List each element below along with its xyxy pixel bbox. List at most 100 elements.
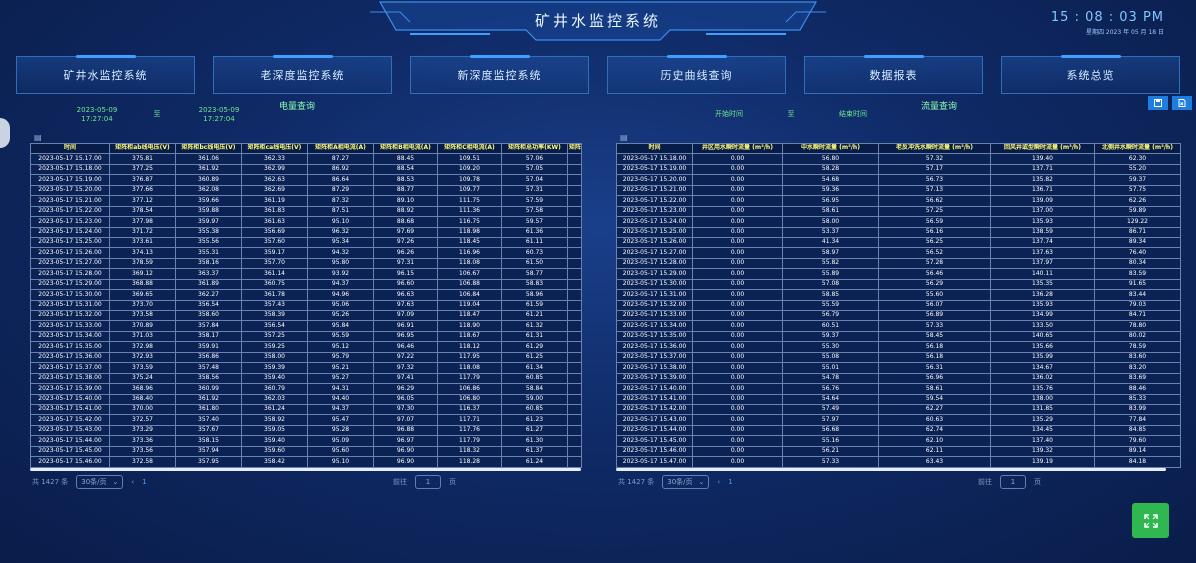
right-table-row[interactable]: 2023-05-17 15.32.00 0.00 55.59 56.07 135.93 7… xyxy=(616,299,1181,312)
right-header-cell[interactable]: 时间 xyxy=(616,142,693,155)
left-horizontal-scrollbar[interactable] xyxy=(30,468,581,471)
left-table-row[interactable]: 2023-05-17 15.34.00 371.03 358.17 357.25 95.… xyxy=(30,330,582,343)
left-table-row[interactable]: 2023-05-17 15.22.00 378.54 359.88 361.83 87.… xyxy=(30,205,582,218)
left-page-number[interactable]: 1 xyxy=(142,478,147,486)
right-table-row[interactable]: 2023-05-17 15.31.00 0.00 58.85 55.60 136.28 8… xyxy=(616,289,1181,301)
left-header-cell[interactable]: 矩阵柜ab线电压(V) xyxy=(109,142,176,155)
left-table-row[interactable]: 2023-05-17 15.24.00 371.72 355.38 356.69 96.… xyxy=(30,226,582,238)
right-table-row[interactable]: 2023-05-17 15.33.00 0.00 56.79 56.89 134.99 8… xyxy=(616,309,1181,322)
right-table-row[interactable]: 2023-05-17 15.42.00 0.00 57.49 62.27 131.85 8… xyxy=(616,403,1181,416)
left-table-row[interactable]: 2023-05-17 15.39.00 368.96 360.99 360.79 94.… xyxy=(30,383,582,395)
right-table-row[interactable]: 2023-05-17 15.27.00 0.00 58.97 56.52 137.63 7… xyxy=(616,247,1181,259)
left-table-row[interactable]: 2023-05-17 15.44.00 373.36 358.15 359.40 95.… xyxy=(30,435,582,447)
left-table-row[interactable]: 2023-05-17 15.31.00 373.70 356.54 357.43 95.… xyxy=(30,299,582,312)
left-header-cell[interactable]: 矩阵柜A相电流(A) xyxy=(307,142,374,155)
left-table-row[interactable]: 2023-05-17 15.43.00 373.29 357.67 359.05 95.… xyxy=(30,424,582,437)
right-table-row[interactable]: 2023-05-17 15.18.00 0.00 56.80 57.32 139.40 6… xyxy=(616,153,1181,165)
right-table-toolbar-icon[interactable]: ▤ xyxy=(620,133,628,142)
left-table-row[interactable]: 2023-05-17 15.37.00 373.59 357.48 359.39 95.… xyxy=(30,362,582,374)
nav-history-curve[interactable]: 历史曲线查询 xyxy=(607,55,786,94)
right-table-row[interactable]: 2023-05-17 15.34.00 0.00 60.51 57.33 133.50 7… xyxy=(616,320,1181,332)
right-page-number[interactable]: 1 xyxy=(728,478,733,486)
left-table-row[interactable]: 2023-05-17 15.33.00 370.89 357.84 356.54 95.… xyxy=(30,320,582,332)
left-prev-page-button[interactable]: ‹ xyxy=(131,478,135,486)
left-table-row[interactable]: 2023-05-17 15.17.00 375.81 361.06 362.33 87.… xyxy=(30,153,582,165)
right-table-row[interactable]: 2023-05-17 15.47.00 0.00 57.33 63.43 139.19 8… xyxy=(616,456,1181,468)
right-table-row[interactable]: 2023-05-17 15.20.00 0.00 54.68 56.73 135.82 5… xyxy=(616,174,1181,186)
left-table-row[interactable]: 2023-05-17 15.38.00 375.24 358.56 359.40 95.… xyxy=(30,372,582,385)
right-table-row[interactable]: 2023-05-17 15.43.00 0.00 57.97 60.63 135.29 7… xyxy=(616,414,1181,426)
right-header-cell[interactable]: 中水瞬时流量 (m³/h) xyxy=(782,142,879,155)
right-table-row[interactable]: 2023-05-17 15.21.00 0.00 59.36 57.13 136.71 5… xyxy=(616,184,1181,197)
right-prev-page-button[interactable]: ‹ xyxy=(717,478,721,486)
left-header-cell[interactable]: 时间 xyxy=(30,142,110,155)
left-table-row[interactable]: 2023-05-17 15.32.00 373.58 358.60 358.39 95.… xyxy=(30,309,582,322)
right-end-label[interactable]: 结束时间 xyxy=(839,110,867,118)
nav-new-depth[interactable]: 新深度监控系统 xyxy=(410,55,589,94)
right-table-row[interactable]: 2023-05-17 15.37.00 0.00 55.08 56.18 135.99 8… xyxy=(616,351,1181,364)
excel-export-button[interactable] xyxy=(1172,96,1192,110)
left-table-row[interactable]: 2023-05-17 15.42.00 372.57 357.40 358.92 95.… xyxy=(30,414,582,426)
left-table-toolbar-icon[interactable]: ▤ xyxy=(34,133,42,142)
right-table-row[interactable]: 2023-05-17 15.30.00 0.00 57.08 56.29 135.35 9… xyxy=(616,278,1181,291)
left-header-cell[interactable]: 矩阵柜 xyxy=(567,142,582,155)
left-table-row[interactable]: 2023-05-17 15.29.00 368.88 361.89 360.75 94.… xyxy=(30,278,582,291)
right-table-row[interactable]: 2023-05-17 15.26.00 0.00 41.34 56.25 137.74 8… xyxy=(616,236,1181,249)
nav-old-depth[interactable]: 老深度监控系统 xyxy=(213,55,392,94)
left-goto-input[interactable]: 1 xyxy=(415,475,441,489)
left-table-row[interactable]: 2023-05-17 15.35.00 372.98 359.91 359.25 95.… xyxy=(30,341,582,353)
left-table-row[interactable]: 2023-05-17 15.27.00 378.59 358.16 357.70 95.… xyxy=(30,257,582,270)
right-table-row[interactable]: 2023-05-17 15.40.00 0.00 56.76 58.61 135.76 8… xyxy=(616,383,1181,395)
left-page-size-select[interactable]: 30条/页 ⌄ xyxy=(76,475,124,489)
right-table-row[interactable]: 2023-05-17 15.28.00 0.00 55.82 57.28 137.97 8… xyxy=(616,257,1181,270)
right-table-row[interactable]: 2023-05-17 15.44.00 0.00 56.68 62.74 134.45 8… xyxy=(616,424,1181,437)
left-start-date[interactable]: 2023-05-09 17:27:04 xyxy=(76,106,118,123)
left-table-row[interactable]: 2023-05-17 15.20.00 377.66 362.08 362.69 87.… xyxy=(30,184,582,197)
left-table-row[interactable]: 2023-05-17 15.30.00 369.65 362.27 361.78 94.… xyxy=(30,289,582,301)
left-table-row[interactable]: 2023-05-17 15.28.00 369.12 363.37 361.14 93.… xyxy=(30,268,582,280)
right-header-cell[interactable]: 北侧井水瞬时流量 (m³/h) xyxy=(1094,142,1181,155)
fullscreen-button[interactable] xyxy=(1132,503,1169,538)
nav-overview[interactable]: 系统总览 xyxy=(1001,55,1180,94)
right-table-row[interactable]: 2023-05-17 15.35.00 0.00 59.37 58.45 140.65 8… xyxy=(616,330,1181,343)
left-table-row[interactable]: 2023-05-17 15.21.00 377.12 359.66 361.19 87.… xyxy=(30,195,582,207)
nav-data-report[interactable]: 数据报表 xyxy=(804,55,983,94)
right-table-row[interactable]: 2023-05-17 15.36.00 0.00 55.30 56.18 135.66 7… xyxy=(616,341,1181,353)
right-goto-input[interactable]: 1 xyxy=(1000,475,1026,489)
save-button[interactable] xyxy=(1148,96,1168,110)
right-table-row[interactable]: 2023-05-17 15.23.00 0.00 58.61 57.25 137.00 5… xyxy=(616,205,1181,218)
right-horizontal-scrollbar[interactable] xyxy=(616,468,1166,471)
left-table-row[interactable]: 2023-05-17 15.45.00 373.56 357.94 359.60 95.… xyxy=(30,445,582,458)
left-query-title[interactable]: 电量查询 xyxy=(279,102,316,112)
left-table-row[interactable]: 2023-05-17 15.23.00 377.98 359.97 361.63 95.… xyxy=(30,216,582,228)
right-start-label[interactable]: 开始时间 xyxy=(715,110,743,118)
right-table-row[interactable]: 2023-05-17 15.22.00 0.00 56.95 56.62 139.09 6… xyxy=(616,195,1181,207)
left-header-cell[interactable]: 矩阵柜bc线电压(V) xyxy=(175,142,242,155)
right-table-row[interactable]: 2023-05-17 15.29.00 0.00 55.89 56.46 140.11 8… xyxy=(616,268,1181,280)
right-table-row[interactable]: 2023-05-17 15.45.00 0.00 55.16 62.10 137.40 7… xyxy=(616,435,1181,447)
right-query-title[interactable]: 流量查询 xyxy=(921,102,958,112)
right-table-row[interactable]: 2023-05-17 15.41.00 0.00 54.64 59.54 138.00 8… xyxy=(616,393,1181,405)
nav-mine-water[interactable]: 矿井水监控系统 xyxy=(16,55,195,94)
left-table-row[interactable]: 2023-05-17 15.36.00 372.93 356.86 358.00 95.… xyxy=(30,351,582,364)
left-header-cell[interactable]: 矩阵柜ca线电压(V) xyxy=(241,142,308,155)
right-table-row[interactable]: 2023-05-17 15.19.00 0.00 58.28 57.17 137.71 5… xyxy=(616,163,1181,176)
left-header-cell[interactable]: 矩阵柜总功率(KW) xyxy=(501,142,568,155)
right-table-row[interactable]: 2023-05-17 15.39.00 0.00 54.78 56.96 136.02 8… xyxy=(616,372,1181,385)
right-header-cell[interactable]: 老反冲洗水瞬时流量 (m³/h) xyxy=(878,142,991,155)
left-end-date[interactable]: 2023-05-09 17:27:04 xyxy=(198,106,240,123)
left-header-cell[interactable]: 矩阵柜B相电流(A) xyxy=(373,142,438,155)
left-table-row[interactable]: 2023-05-17 15.40.00 368.40 361.92 362.03 94.… xyxy=(30,393,582,405)
right-table-row[interactable]: 2023-05-17 15.38.00 0.00 55.01 56.31 134.67 8… xyxy=(616,362,1181,374)
right-table-row[interactable]: 2023-05-17 15.24.00 0.00 58.00 56.59 135.93 1… xyxy=(616,216,1181,228)
left-table-row[interactable]: 2023-05-17 15.18.00 377.25 361.92 362.99 86.… xyxy=(30,163,582,176)
left-table-row[interactable]: 2023-05-17 15.46.00 372.58 357.95 358.42 95.… xyxy=(30,456,582,468)
left-header-cell[interactable]: 矩阵柜C相电流(A) xyxy=(437,142,502,155)
left-table-row[interactable]: 2023-05-17 15.41.00 370.00 361.80 361.24 94.… xyxy=(30,403,582,416)
right-page-size-select[interactable]: 30条/页 ⌄ xyxy=(662,475,710,489)
right-header-cell[interactable]: 井区用水瞬时流量 (m³/h) xyxy=(692,142,783,155)
side-handle[interactable] xyxy=(0,118,10,148)
left-table-row[interactable]: 2023-05-17 15.26.00 374.13 355.31 359.17 94.… xyxy=(30,247,582,259)
left-table-row[interactable]: 2023-05-17 15.25.00 373.61 355.56 357.60 95.… xyxy=(30,236,582,249)
right-table-row[interactable]: 2023-05-17 15.46.00 0.00 56.21 62.11 139.32 8… xyxy=(616,445,1181,458)
